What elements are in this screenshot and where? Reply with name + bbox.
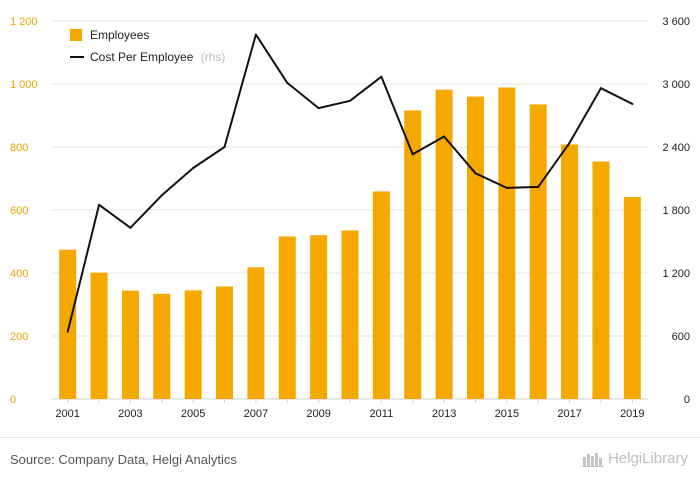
bar-2010[interactable]: [341, 230, 359, 399]
left-tick-label: 0: [10, 394, 16, 406]
bar-2017[interactable]: [561, 144, 579, 399]
point-2013: [443, 135, 446, 138]
x-tick-label: 2001: [55, 408, 79, 420]
left-tick-label: 200: [10, 331, 28, 343]
point-2005: [192, 167, 195, 169]
point-2006: [223, 146, 226, 148]
right-axis-ticks: 0 600 1 200 1 800 2 400 3 000 3 600: [662, 16, 690, 406]
x-axis-ticks: 2001 2003 2005 2007 2009 2011 2013 2015 2017 2019: [55, 399, 645, 420]
brand-logo[interactable]: HelgiLibrary: [581, 450, 688, 467]
point-2014: [474, 172, 477, 175]
point-2019: [631, 102, 634, 105]
bar-series-employees: [59, 87, 641, 400]
x-tick-label: 2003: [118, 408, 142, 420]
x-tick-label: 2007: [244, 408, 268, 420]
point-2018: [599, 87, 602, 90]
right-tick-label: 600: [672, 331, 690, 343]
legend-label-rhs: (rhs): [201, 50, 226, 64]
bar-2016[interactable]: [529, 104, 547, 399]
legend[interactable]: Employees Cost Per Employee (rhs): [70, 28, 225, 64]
x-tick-label: 2009: [306, 408, 330, 420]
point-2001: [66, 330, 69, 333]
point-2003: [129, 226, 132, 229]
point-2010: [349, 99, 351, 102]
x-tick-label: 2013: [432, 408, 456, 420]
x-tick-label: 2019: [620, 408, 644, 420]
right-tick-label: 3 600: [662, 16, 690, 28]
right-tick-label: 3 000: [662, 79, 690, 91]
library-books-icon: [581, 452, 604, 467]
bar-2001[interactable]: [59, 249, 77, 399]
x-tick-label: 2017: [557, 408, 581, 420]
bar-2006[interactable]: [216, 286, 234, 399]
bar-2015[interactable]: [498, 87, 516, 399]
left-tick-label: 600: [10, 205, 28, 217]
bar-2008[interactable]: [278, 236, 296, 399]
left-tick-label: 1 000: [10, 79, 38, 91]
bar-2005[interactable]: [184, 290, 202, 399]
legend-label-cost: Cost Per Employee (rhs): [90, 50, 225, 64]
point-2017: [568, 141, 571, 144]
legend-swatch-employees: [70, 29, 82, 41]
bar-2014[interactable]: [466, 96, 484, 399]
left-tick-label: 400: [10, 268, 28, 280]
point-2002: [98, 203, 101, 206]
right-tick-label: 1 200: [662, 268, 690, 280]
brand-name: HelgiLibrary: [607, 450, 688, 467]
legend-label-employees: Employees: [90, 28, 149, 42]
point-2016: [537, 185, 540, 188]
bar-2009[interactable]: [310, 235, 328, 399]
point-2009: [317, 107, 320, 110]
point-2007: [254, 33, 257, 36]
bar-2003[interactable]: [121, 290, 139, 399]
point-2011: [380, 75, 383, 78]
right-tick-label: 1 800: [662, 205, 690, 217]
legend-label-cost-per-employee: Cost Per Employee: [90, 50, 194, 64]
left-tick-label: 800: [10, 142, 28, 154]
point-2012: [411, 153, 414, 156]
right-tick-label: 2 400: [662, 142, 690, 154]
bar-2007[interactable]: [247, 267, 265, 399]
x-tick-label: 2005: [181, 408, 205, 420]
point-2008: [286, 81, 289, 84]
x-tick-label: 2011: [370, 408, 394, 420]
bar-2013[interactable]: [435, 89, 453, 400]
left-axis-ticks: 0 200 400 600 800 1 000 1 200: [10, 16, 38, 406]
bar-2019[interactable]: [623, 197, 641, 399]
chart: 0 200 400 600 800 1 000 1 200 0 600 1 200 1 800 2 …: [10, 16, 690, 420]
bar-2012[interactable]: [404, 110, 422, 400]
bar-2002[interactable]: [90, 272, 108, 399]
line-series-cost-per-employee: [66, 33, 634, 333]
point-2015: [505, 186, 508, 189]
right-tick-label: 0: [684, 394, 690, 406]
bar-2011[interactable]: [372, 191, 390, 399]
source-note: Source: Company Data, Helgi Analytics: [10, 452, 237, 467]
footer: Source: Company Data, Helgi Analytics He…: [0, 437, 700, 483]
left-tick-label: 1 200: [10, 16, 38, 28]
bar-2004[interactable]: [153, 293, 171, 399]
point-2004: [160, 194, 163, 197]
x-tick-label: 2015: [495, 408, 519, 420]
bar-2018[interactable]: [592, 161, 610, 399]
